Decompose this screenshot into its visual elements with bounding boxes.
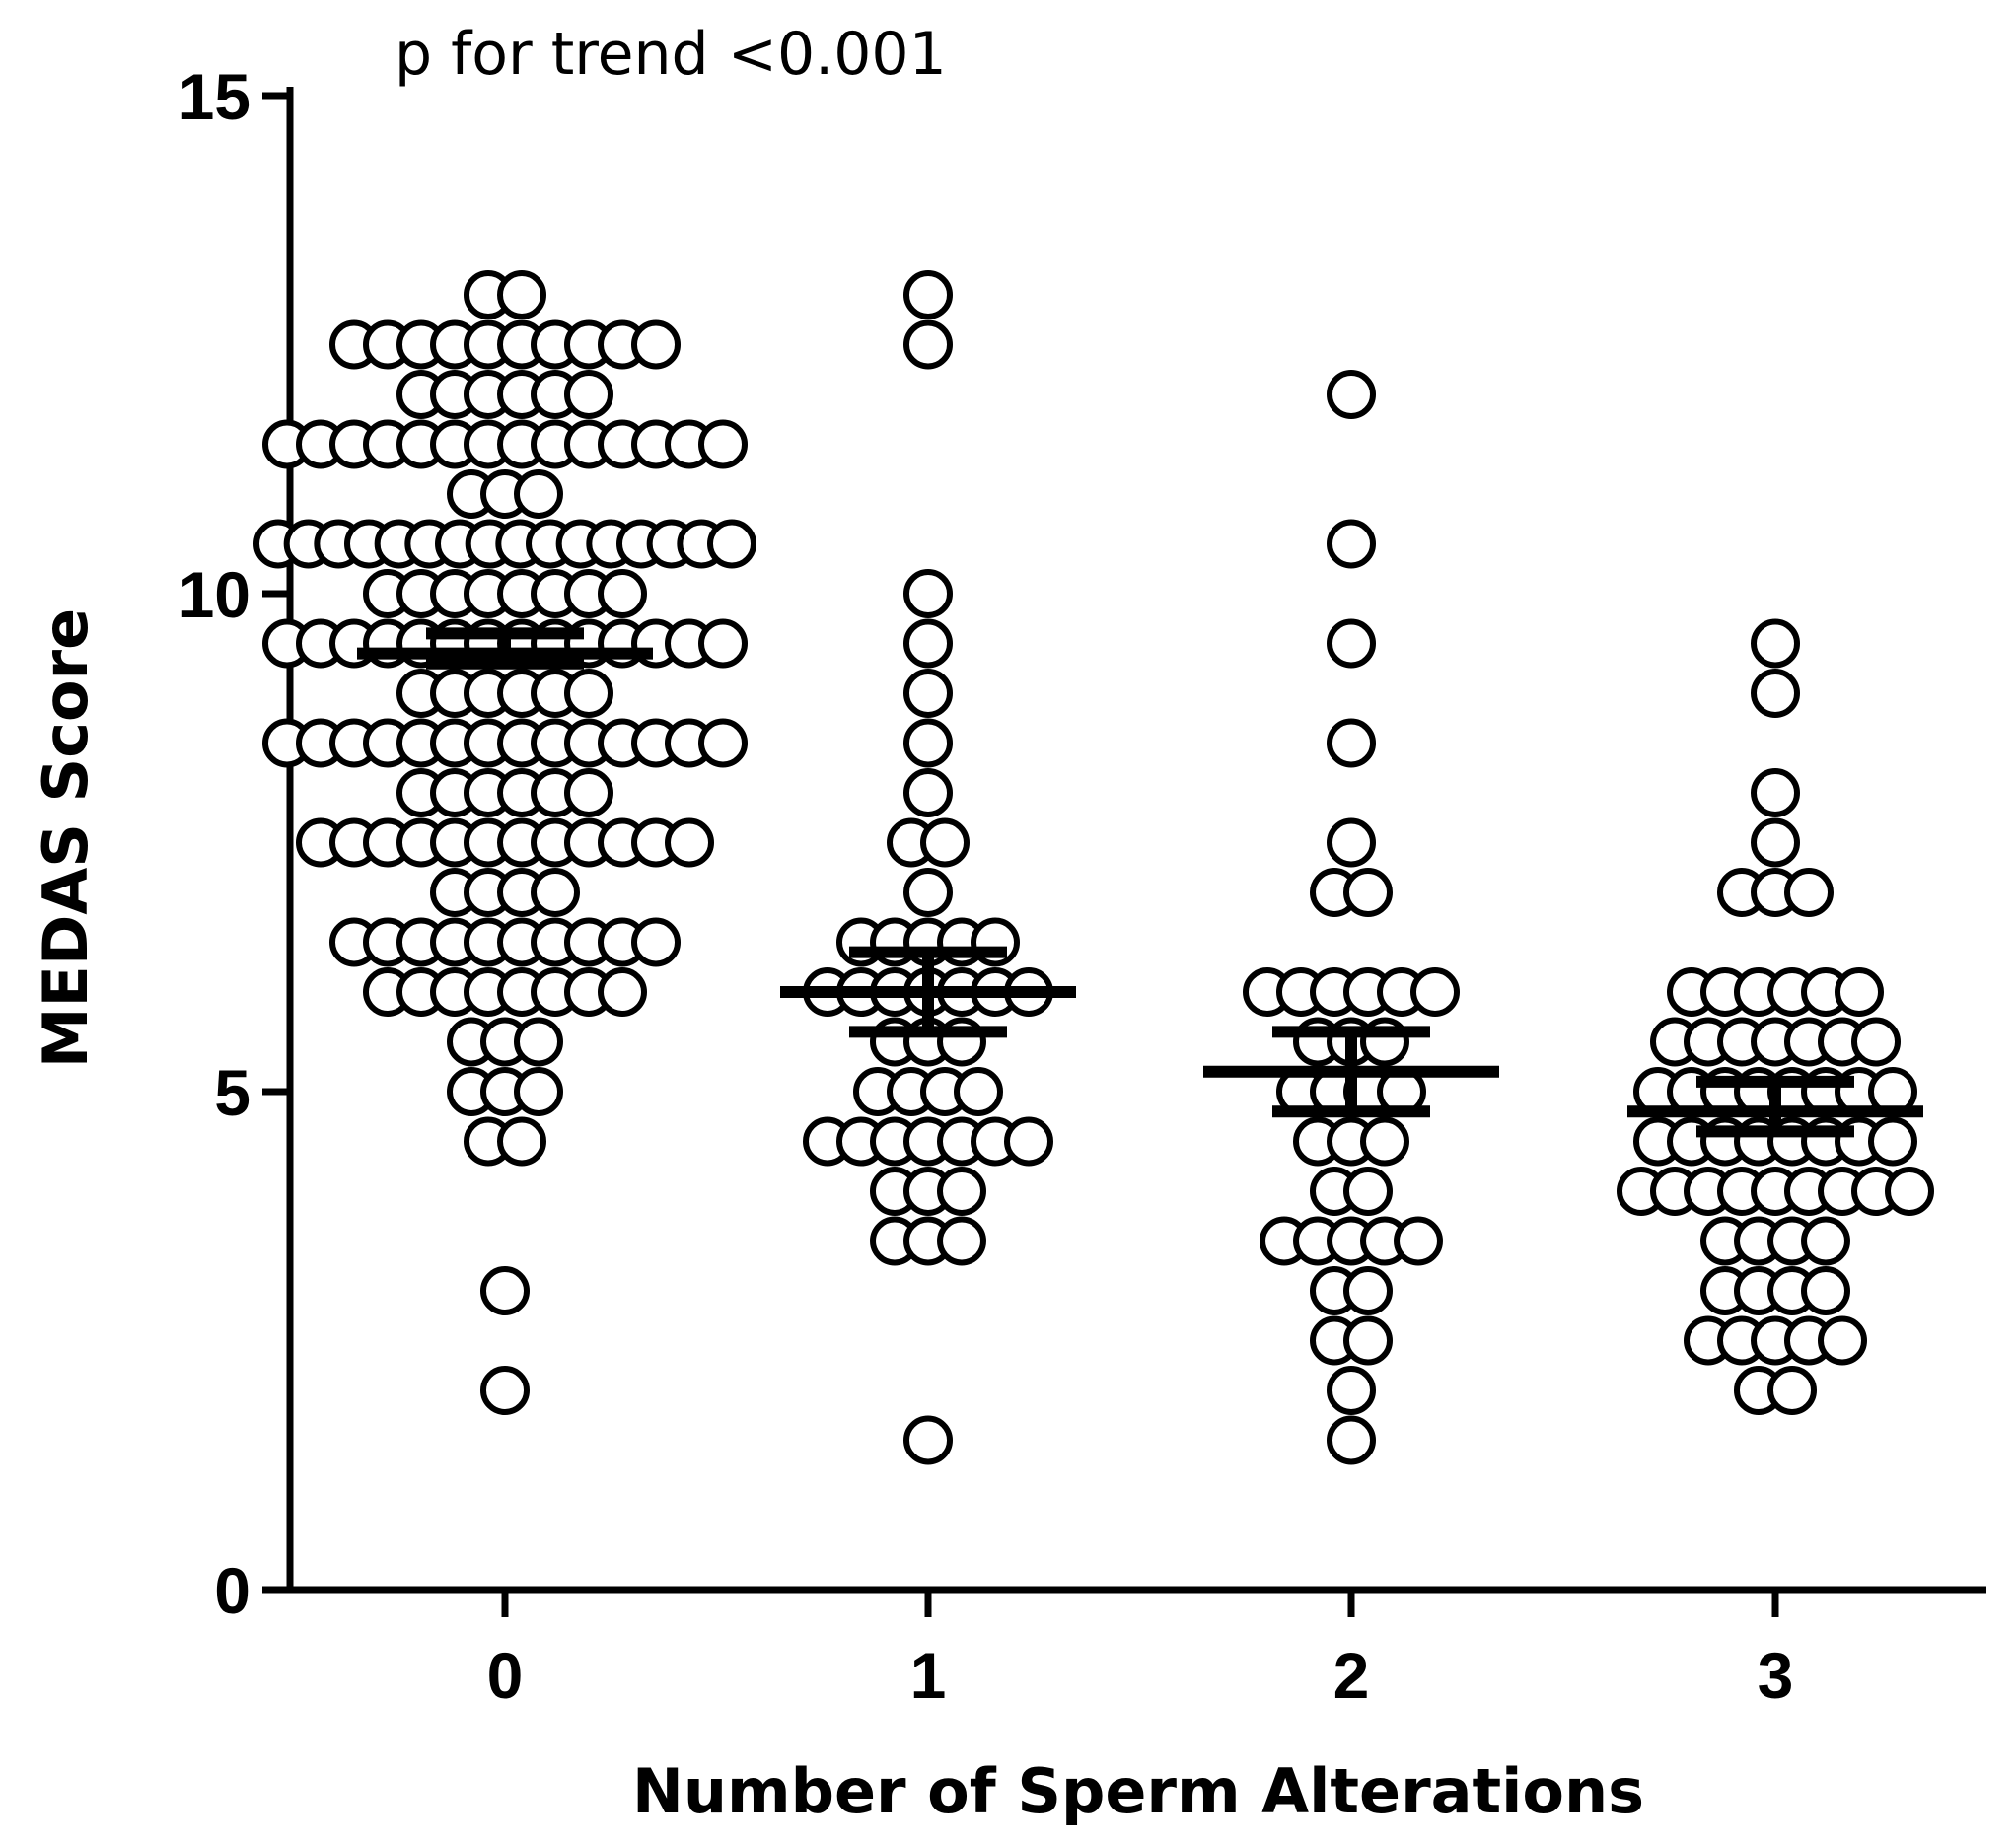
data-point (1851, 1017, 1901, 1067)
data-point (903, 270, 953, 319)
data-point (1360, 1116, 1409, 1167)
data-point (937, 1167, 986, 1216)
data-point (698, 419, 748, 469)
data-point (903, 718, 953, 768)
x-tick-label: 0 (487, 1639, 524, 1712)
x-tick-label: 3 (1758, 1639, 1794, 1712)
data-point (1868, 1116, 1917, 1167)
data-point (1004, 1116, 1053, 1167)
data-point (1343, 1266, 1393, 1315)
y-tick-label: 10 (179, 558, 251, 631)
data-point (480, 1266, 530, 1315)
data-point (1327, 1366, 1376, 1415)
data-point (1818, 1315, 1867, 1366)
data-point (1410, 967, 1460, 1017)
data-point (1327, 1415, 1376, 1465)
y-tick-label: 5 (214, 1056, 251, 1129)
data-point (564, 669, 613, 718)
data-point (1327, 519, 1376, 569)
data-point (497, 270, 546, 319)
data-point (1801, 1216, 1850, 1266)
x-ticks: 0 1 2 3 (487, 1590, 1794, 1712)
data-point (564, 370, 613, 419)
data-point (1343, 1167, 1393, 1216)
data-point (903, 569, 953, 618)
y-axis-title: MEDAS Score (30, 608, 102, 1068)
data-point (514, 469, 563, 519)
data-point (514, 1017, 563, 1067)
data-point (707, 519, 756, 569)
data-point (1751, 817, 1800, 868)
y-ticks: 0 5 10 15 (179, 60, 290, 1627)
mean-sem-bars (357, 627, 1923, 1138)
trend-annotation: p for trend <0.001 (395, 20, 947, 89)
data-point (1885, 1167, 1934, 1216)
data-point (514, 1067, 563, 1116)
data-point (665, 817, 714, 868)
data-point (497, 1116, 546, 1167)
data-point (903, 1415, 953, 1465)
data-point (1327, 718, 1376, 768)
data-point (1394, 1216, 1443, 1266)
data-point (631, 917, 681, 967)
data-point (903, 768, 953, 817)
data-point (920, 817, 970, 868)
data-point (1751, 618, 1800, 669)
data-point (1767, 1366, 1817, 1415)
data-point (1801, 1266, 1850, 1315)
data-point (903, 669, 953, 718)
data-point (480, 1366, 530, 1415)
data-point (698, 718, 748, 768)
data-point (1343, 868, 1393, 917)
data-point (1327, 817, 1376, 868)
data-point (631, 319, 681, 370)
data-point (903, 618, 953, 669)
x-tick-label: 1 (910, 1639, 947, 1712)
data-point (698, 618, 748, 669)
data-point (564, 768, 613, 817)
data-point (1784, 868, 1834, 917)
x-tick-label: 2 (1333, 1639, 1370, 1712)
data-points (253, 270, 1934, 1465)
data-point (1751, 669, 1800, 718)
data-point (937, 1216, 986, 1266)
data-point (1327, 370, 1376, 419)
y-tick-label: 15 (179, 60, 251, 133)
data-point (954, 1067, 1003, 1116)
data-point (531, 868, 580, 917)
data-point (598, 569, 647, 618)
data-point (1343, 1315, 1393, 1366)
data-point (598, 967, 647, 1017)
data-point (1751, 768, 1800, 817)
data-point (1835, 967, 1884, 1017)
data-point (903, 319, 953, 370)
x-axis-title: Number of Sperm Alterations (632, 1755, 1644, 1827)
data-point (1327, 618, 1376, 669)
y-tick-label: 0 (214, 1554, 251, 1627)
data-point (903, 868, 953, 917)
